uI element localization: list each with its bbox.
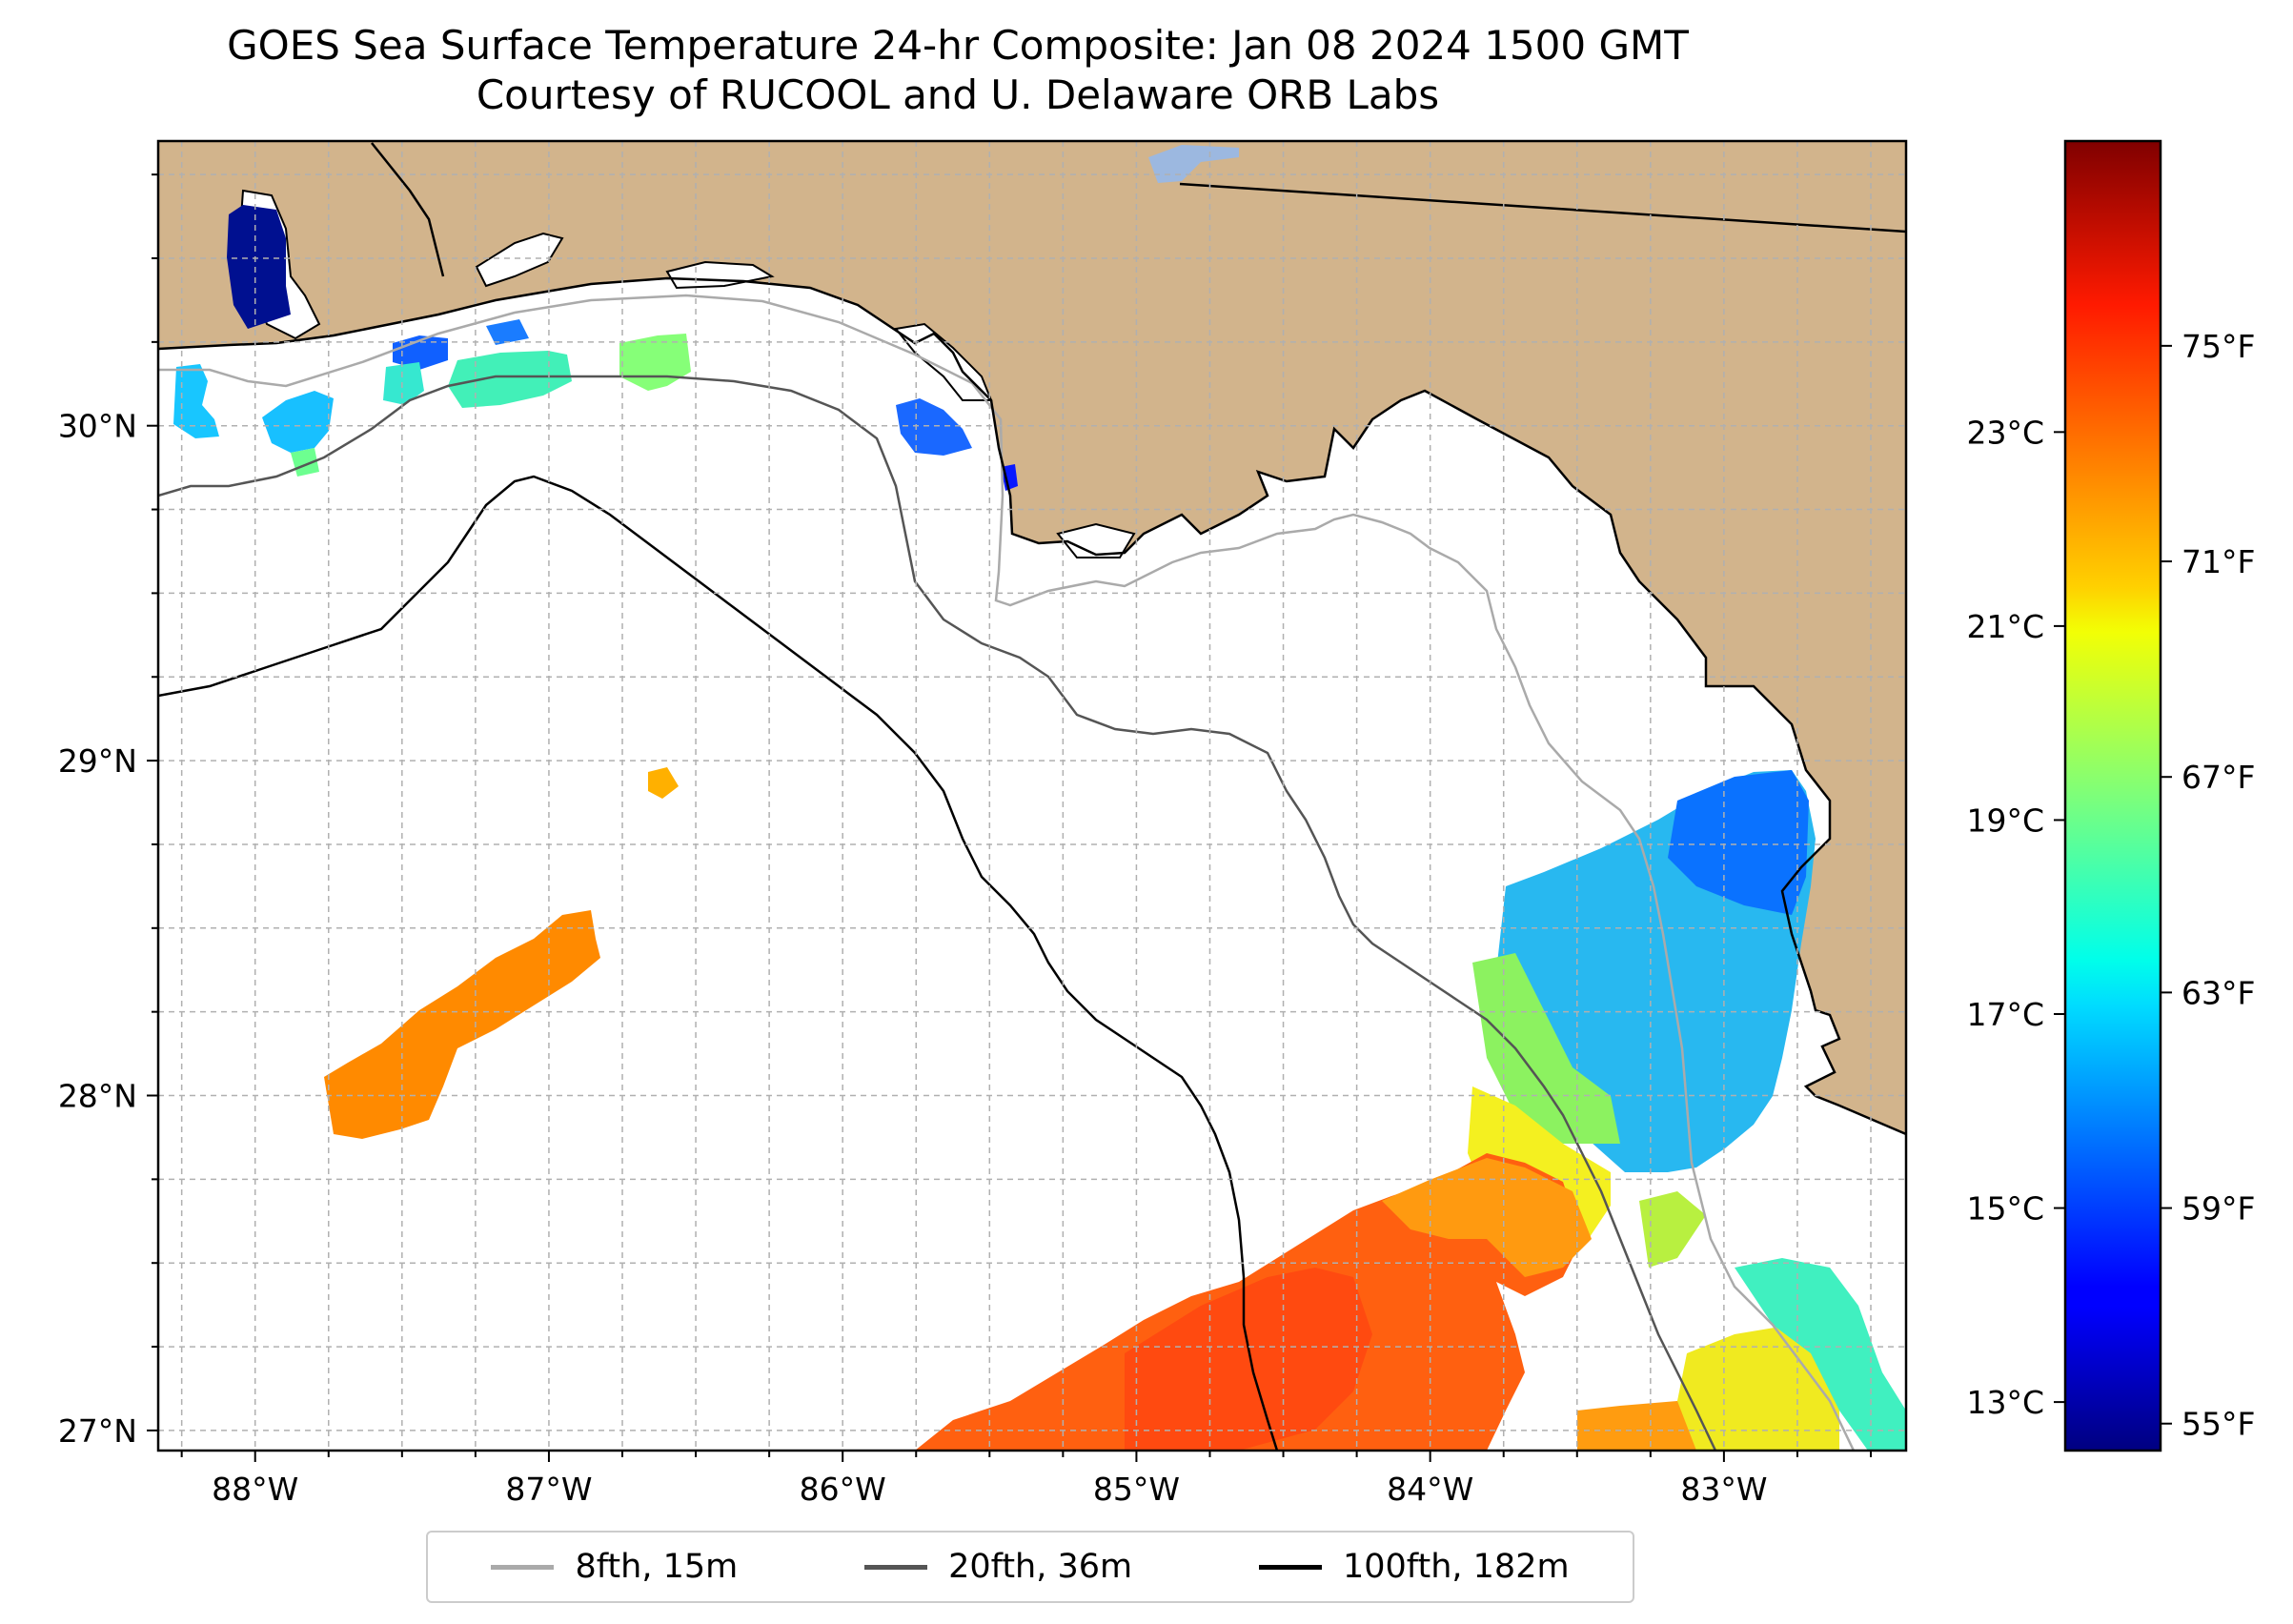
colorbar-fahrenheit-axis: 55°F 59°F 63°F 67°F 71°F 75°F xyxy=(2161,328,2255,1443)
title-line-2: Courtesy of RUCOOL and U. Delaware ORB L… xyxy=(476,71,1440,118)
lat-tick-label: 29°N xyxy=(58,742,137,780)
sst-orange-blob-west xyxy=(324,910,600,1139)
colorbar-c-tick-label: 19°C xyxy=(1966,802,2044,839)
colorbar: 13°C 15°C 17°C 19°C 21°C 23°C 55°F 59°F 63°F 67°… xyxy=(1966,139,2255,1452)
depth-contour-legend: 8fth, 15m 20fth, 36m 100fth, 182m xyxy=(426,1531,1634,1603)
latitude-axis: 27°N 28°N 29°N 30°N xyxy=(58,173,158,1450)
title-line-1: GOES Sea Surface Temperature 24-hr Compo… xyxy=(227,22,1689,69)
colorbar-c-tick-label: 15°C xyxy=(1966,1190,2044,1228)
legend-swatch-8fth xyxy=(491,1564,555,1570)
lon-tick-label: 85°W xyxy=(1093,1471,1180,1508)
colorbar-f-tick-label: 59°F xyxy=(2181,1190,2255,1228)
map-frame xyxy=(156,139,1908,1452)
lat-tick-label: 28°N xyxy=(58,1078,137,1115)
legend-item-20fth: 20fth, 36m xyxy=(864,1548,1132,1586)
longitude-axis: 88°W 87°W 86°W 85°W 84°W 83°W xyxy=(180,1451,1873,1508)
colorbar-f-tick-label: 55°F xyxy=(2181,1406,2255,1443)
lon-tick-label: 86°W xyxy=(800,1471,886,1508)
lon-tick-label: 84°W xyxy=(1387,1471,1473,1508)
state-border-al-fl xyxy=(371,142,445,277)
legend-swatch-100fth xyxy=(1258,1564,1322,1570)
contour-8fth-15m xyxy=(158,294,1856,1451)
colorbar-f-tick-label: 63°F xyxy=(2181,974,2255,1011)
legend-item-8fth: 8fth, 15m xyxy=(491,1548,738,1586)
colorbar-f-tick-label: 75°F xyxy=(2181,328,2255,365)
state-border-ga-fl xyxy=(1179,182,1906,233)
colorbar-f-tick-label: 71°F xyxy=(2181,543,2255,580)
colorbar-c-tick-label: 21°C xyxy=(1966,608,2044,645)
sst-patches xyxy=(173,205,1906,1451)
land-florida-panhandle xyxy=(158,141,1906,1134)
colorbar-f-tick-label: 67°F xyxy=(2181,759,2255,796)
legend-item-100fth: 100fth, 182m xyxy=(1258,1548,1570,1586)
lat-tick-label: 27°N xyxy=(58,1412,137,1450)
colorbar-c-tick-label: 23°C xyxy=(1966,414,2044,451)
colorbar-c-tick-label: 13°C xyxy=(1966,1384,2044,1421)
legend-swatch-20fth xyxy=(864,1564,928,1570)
sst-mobile-bay xyxy=(227,205,291,329)
bay-apalachicola xyxy=(1056,522,1136,558)
colorbar-celsius-axis: 13°C 15°C 17°C 19°C 21°C 23°C xyxy=(1966,414,2065,1421)
coastline xyxy=(158,276,1906,1136)
lon-tick-label: 87°W xyxy=(505,1471,592,1508)
lon-tick-label: 83°W xyxy=(1680,1471,1767,1508)
legend-label-100fth: 100fth, 182m xyxy=(1342,1548,1570,1586)
lat-tick-label: 30°N xyxy=(58,408,137,445)
lon-tick-label: 88°W xyxy=(212,1471,298,1508)
chart-title: GOES Sea Surface Temperature 24-hr Compo… xyxy=(0,21,1916,120)
colorbar-gradient xyxy=(2063,139,2162,1452)
gridlines xyxy=(158,141,1906,1451)
map-area: 88°W 87°W 86°W 85°W 84°W 83°W 27°N 28°N 29°N 30°… xyxy=(58,139,1908,1508)
contour-20fth-36m xyxy=(158,375,1717,1451)
contour-100fth-182m xyxy=(158,475,1279,1451)
legend-label-8fth: 8fth, 15m xyxy=(575,1548,739,1586)
colorbar-c-tick-label: 17°C xyxy=(1966,996,2044,1033)
legend-label-20fth: 20fth, 36m xyxy=(948,1548,1133,1586)
lake-seminole xyxy=(1148,145,1239,183)
bay-pensacola xyxy=(475,232,564,288)
